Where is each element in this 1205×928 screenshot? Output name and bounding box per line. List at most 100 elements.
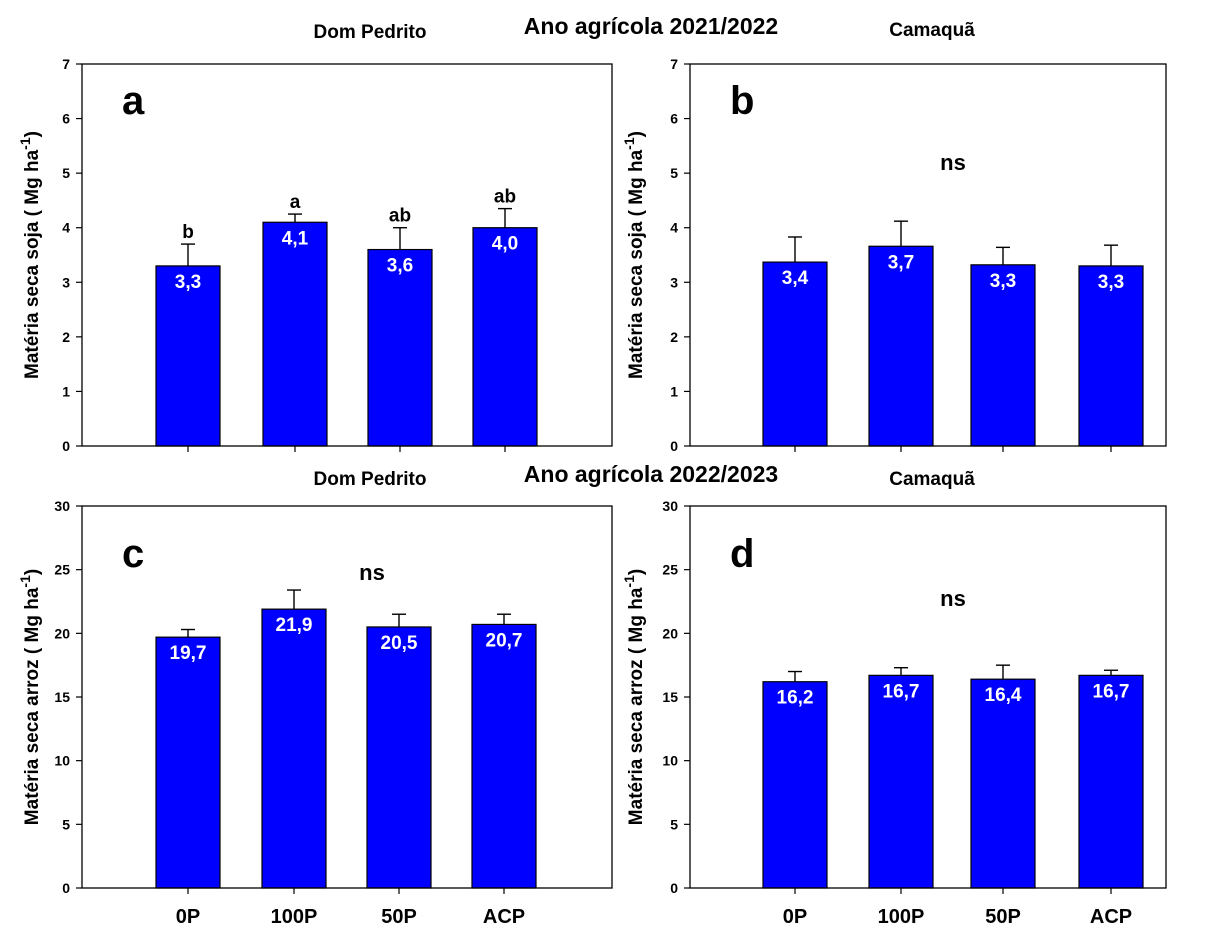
bar-50P (970, 678, 1036, 889)
significance-letter: b (182, 222, 194, 243)
bar-100P (261, 608, 327, 889)
y-tick-label: 3 (62, 274, 70, 290)
row1-season-title: Ano agrícola 2021/2022 (524, 13, 778, 39)
bar-100P (262, 221, 328, 447)
x-category-label: 100P (271, 906, 318, 928)
y-axis-label-end: ) (22, 131, 43, 137)
panel-label: b (730, 79, 754, 123)
bar-0P (762, 261, 828, 447)
y-axis-label: Matéria seca arroz ( Mg ha-1) (17, 569, 43, 825)
y-tick-label: 10 (662, 753, 678, 769)
bar-value-label: 20,5 (381, 633, 418, 654)
bar-value-label: 16,2 (777, 688, 814, 709)
bar-value-label: 16,7 (883, 681, 920, 702)
y-tick-label: 25 (662, 562, 678, 578)
y-axis-label-main: Matéria seca soja ( Mg ha (626, 149, 647, 379)
y-tick-label: 1 (670, 383, 678, 399)
bar-100P (868, 245, 934, 447)
y-tick-label: 0 (62, 880, 70, 896)
x-category-label: 100P (878, 906, 925, 928)
bar-50P (970, 264, 1036, 447)
y-tick-label: 20 (54, 625, 70, 641)
y-tick-label: 0 (670, 880, 678, 896)
y-tick-label: 6 (62, 111, 70, 127)
bar-value-label: 4,1 (282, 228, 309, 249)
bar-value-label: 16,4 (985, 685, 1022, 706)
plot-frame (689, 63, 1167, 447)
bar-value-label: 21,9 (276, 615, 313, 636)
bar-value-label: 4,0 (492, 234, 518, 255)
x-category-label: ACP (1090, 906, 1132, 928)
bar-0P (155, 636, 221, 889)
x-category-label: ACP (483, 906, 525, 928)
y-axis-label-end: ) (626, 131, 647, 137)
y-axis-label-superscript: -1 (17, 137, 33, 150)
bar-value-label: 16,7 (1093, 681, 1130, 702)
y-tick-label: 15 (662, 689, 678, 705)
bar-ACP (471, 623, 537, 889)
panel-label: d (730, 532, 754, 576)
y-axis-label-main: Matéria seca arroz ( Mg ha (626, 587, 647, 825)
y-tick-label: 4 (670, 220, 678, 236)
y-tick-label: 4 (62, 220, 70, 236)
y-axis-label-superscript: -1 (621, 137, 637, 150)
bar-value-label: 3,7 (888, 252, 914, 273)
panel-b: 3,4 3,7 3,3 3,3 0 1 2 3 4 5 6 7 b ns Matéria seca soja… (621, 56, 1167, 454)
y-axis-label-end: ) (22, 569, 43, 575)
panel-d: 16,2 16,7 16,4 16,7 0 5 10 15 20 25 30 0P 100P 50P ACP… (621, 498, 1167, 928)
y-axis-label-main: Matéria seca arroz ( Mg ha (22, 587, 43, 825)
y-tick-label: 6 (670, 111, 678, 127)
row1-location-left: Dom Pedrito (314, 22, 427, 43)
y-axis-label-main: Matéria seca soja ( Mg ha (22, 149, 43, 379)
significance-note: ns (940, 150, 966, 175)
y-tick-label: 7 (62, 56, 70, 72)
significance-note: ns (940, 586, 966, 611)
y-tick-label: 7 (670, 56, 678, 72)
plot-frame (81, 63, 613, 447)
y-tick-label: 5 (670, 816, 678, 832)
bar-0P (762, 681, 828, 889)
bar-value-label: 3,3 (990, 271, 1016, 292)
y-tick-label: 0 (670, 438, 678, 454)
y-tick-label: 2 (670, 329, 678, 345)
bar-value-label: 20,7 (486, 630, 523, 651)
bar-value-label: 3,4 (782, 268, 809, 289)
y-axis-label-end: ) (626, 569, 647, 575)
panel-a: 3,3 4,1 3,6 4,0 b a ab ab 0 1 2 3 4 5 6 7 a Matéria seca … (17, 56, 613, 454)
row2-season-title: Ano agrícola 2022/2023 (524, 461, 778, 487)
y-tick-label: 2 (62, 329, 70, 345)
bar-ACP (1078, 265, 1144, 447)
significance-note: ns (359, 560, 385, 585)
panel-label: a (122, 79, 145, 123)
bar-50P (366, 626, 432, 889)
bar-value-label: 3,6 (387, 256, 413, 277)
y-axis-label: Matéria seca soja ( Mg ha-1) (621, 131, 647, 379)
bar-ACP (472, 227, 538, 447)
y-tick-label: 30 (54, 498, 70, 514)
panel-c: 19,7 21,9 20,5 20,7 0 5 10 15 20 25 30 0P 100P 50P ACP… (17, 498, 613, 928)
y-tick-label: 5 (62, 165, 70, 181)
row2-location-right: Camaquã (889, 469, 975, 490)
bar-ACP (1078, 674, 1144, 889)
y-tick-label: 1 (62, 383, 70, 399)
bar-0P (155, 265, 221, 447)
bar-value-label: 3,3 (1098, 272, 1124, 293)
significance-letter: a (290, 192, 301, 213)
x-category-label: 0P (176, 906, 200, 928)
x-category-label: 50P (381, 906, 417, 928)
y-tick-label: 5 (62, 816, 70, 832)
panel-label: c (122, 532, 144, 576)
bar-value-label: 19,7 (170, 643, 207, 664)
y-tick-label: 20 (662, 625, 678, 641)
x-category-label: 0P (783, 906, 807, 928)
significance-letter: ab (494, 187, 516, 208)
y-axis-label-superscript: -1 (17, 575, 33, 588)
row1-location-right: Camaquã (889, 20, 975, 41)
bar-100P (868, 674, 934, 889)
bar-50P (367, 248, 433, 447)
y-axis-label: Matéria seca soja ( Mg ha-1) (17, 131, 43, 379)
y-tick-label: 10 (54, 753, 70, 769)
y-tick-label: 15 (54, 689, 70, 705)
y-tick-label: 25 (54, 562, 70, 578)
